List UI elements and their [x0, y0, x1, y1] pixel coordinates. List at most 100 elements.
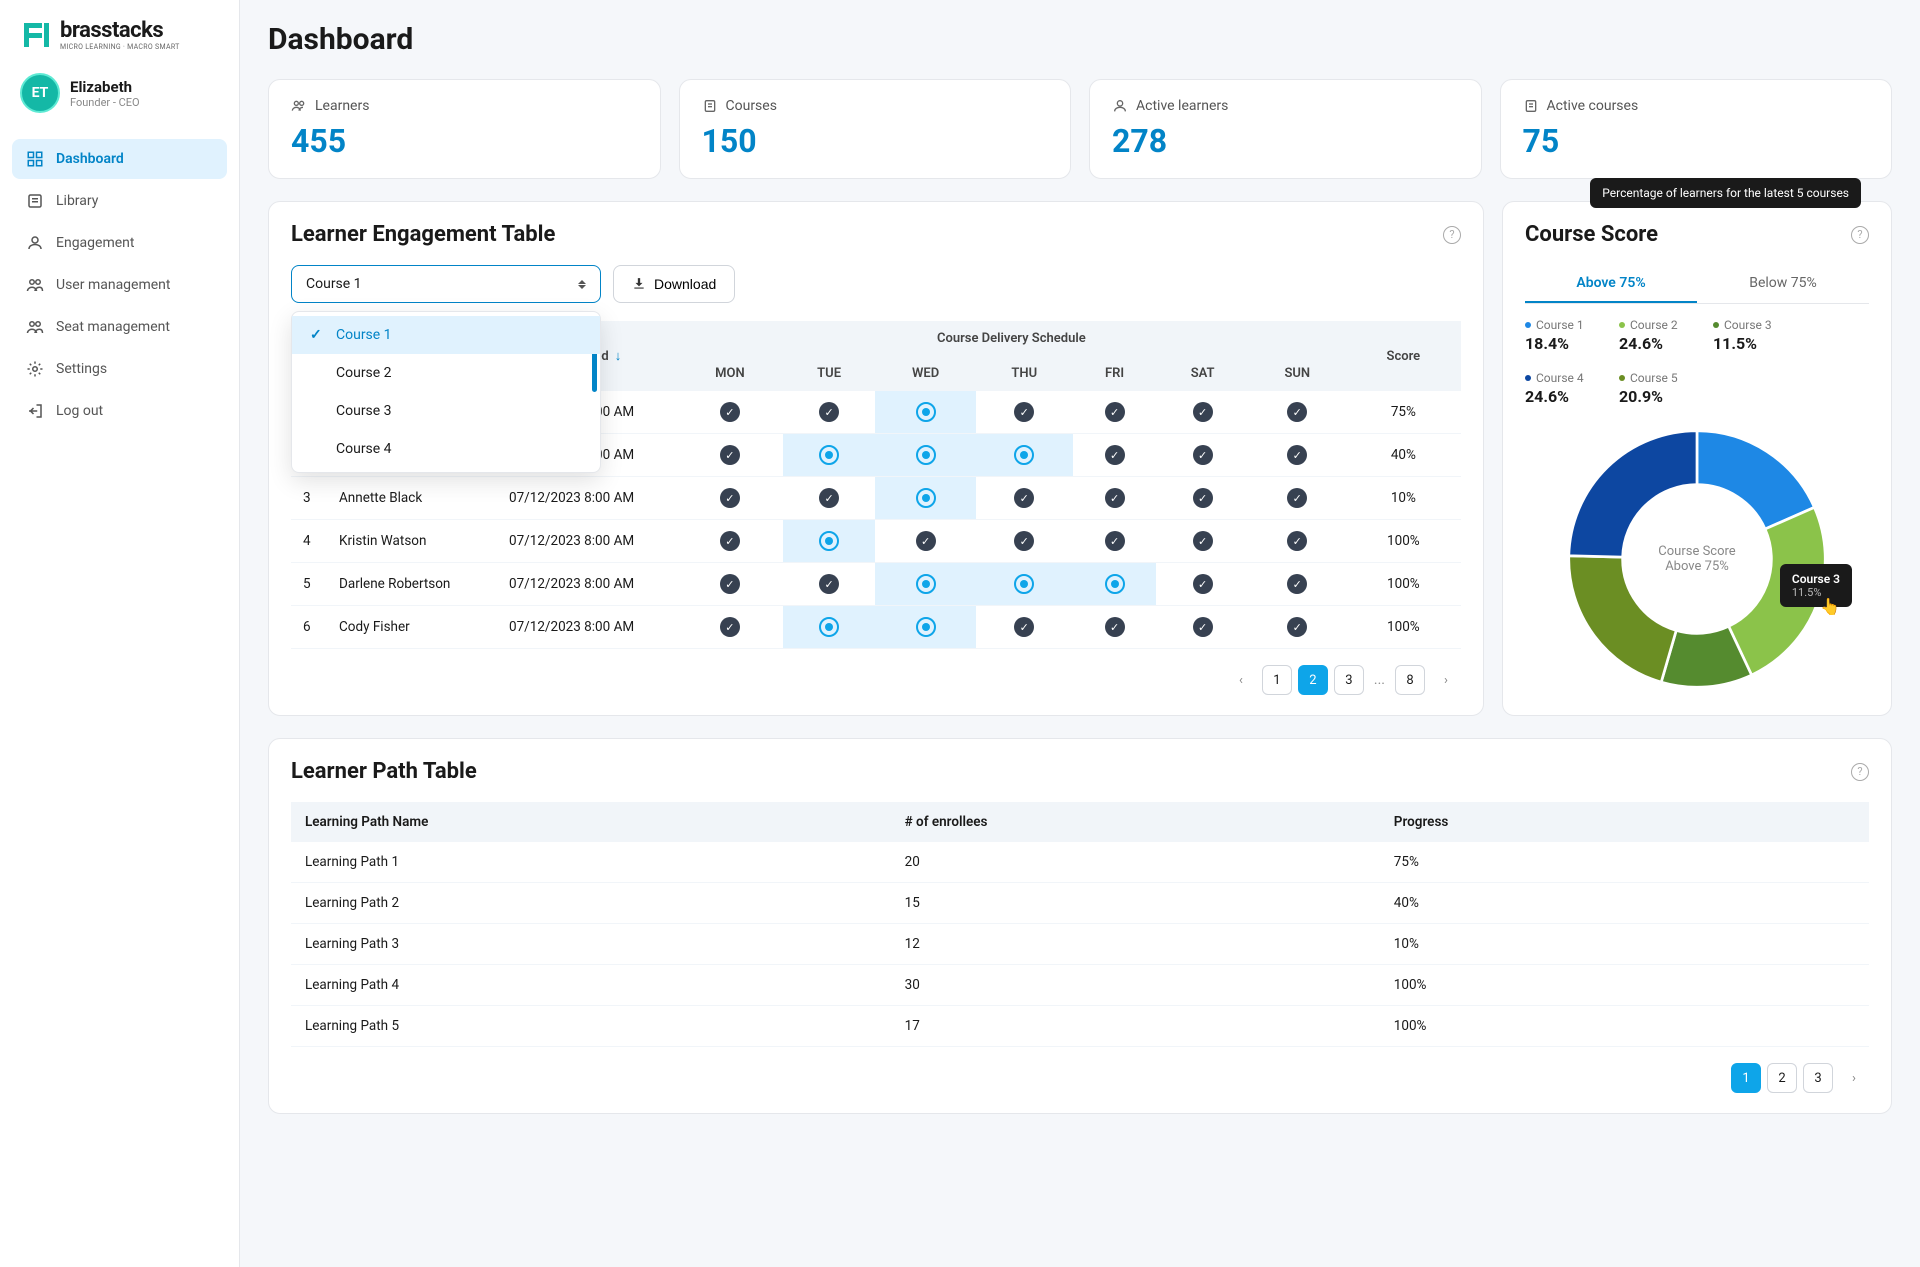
col-day: MON: [677, 356, 783, 391]
check-icon: ✓: [819, 488, 839, 508]
nav-item-engagement[interactable]: Engagement: [12, 223, 227, 263]
stat-card-learners: Learners455: [268, 79, 661, 179]
course-dropdown: Course 1Course 2Course 3Course 4: [291, 311, 601, 473]
select-value: Course 1: [306, 276, 362, 292]
check-icon: ✓: [1014, 617, 1034, 637]
page-next[interactable]: ›: [1431, 665, 1461, 695]
page-prev[interactable]: ‹: [1226, 665, 1256, 695]
donut-chart: Course Score Above 75% Course 3 11.5% 👆: [1562, 424, 1832, 694]
path-page-1[interactable]: 1: [1731, 1063, 1761, 1093]
col-day: FRI: [1073, 356, 1157, 391]
nav-icon: [26, 402, 44, 420]
donut-tooltip: Course 3 11.5%: [1780, 564, 1852, 607]
col-day: SUN: [1249, 356, 1346, 391]
dropdown-option[interactable]: Course 4: [292, 430, 600, 468]
nav-item-settings[interactable]: Settings: [12, 349, 227, 389]
check-icon: ✓: [1287, 402, 1307, 422]
brand-name: brasstacks: [60, 18, 180, 43]
stat-card-courses: Courses150: [679, 79, 1072, 179]
nav-icon: [26, 150, 44, 168]
check-icon: ✓: [1193, 445, 1213, 465]
nav-icon: [26, 318, 44, 336]
check-icon: ✓: [1105, 531, 1125, 551]
table-row: 4Kristin Watson07/12/2023 8:00 AM✓✓✓✓✓✓1…: [291, 520, 1461, 563]
col-day: WED: [875, 356, 975, 391]
stat-card-active-courses: Active courses75: [1500, 79, 1893, 179]
table-row: 5Darlene Robertson07/12/2023 8:00 AM✓✓✓✓…: [291, 563, 1461, 606]
table-row: Learning Path 21540%: [291, 883, 1869, 924]
nav-item-library[interactable]: Library: [12, 181, 227, 221]
stats-row: Learners455Courses150Active learners278A…: [268, 79, 1892, 179]
sidebar: brasstacks MICRO LEARNING · MACRO SMART …: [0, 0, 240, 1267]
table-row: Learning Path 430100%: [291, 965, 1869, 1006]
page-dots: ...: [1370, 672, 1389, 688]
page-title: Dashboard: [268, 22, 1892, 57]
nav-item-log-out[interactable]: Log out: [12, 391, 227, 431]
legend-item: Course 311.5%: [1713, 318, 1781, 353]
help-icon[interactable]: ?: [1851, 763, 1869, 781]
nav-item-user-management[interactable]: User management: [12, 265, 227, 305]
help-icon[interactable]: ?: [1443, 226, 1461, 244]
stat-icon: [702, 98, 718, 114]
col-day: SAT: [1156, 356, 1249, 391]
table-row: 6Cody Fisher07/12/2023 8:00 AM✓✓✓✓✓100%: [291, 606, 1461, 649]
check-icon: ✓: [819, 574, 839, 594]
page-1[interactable]: 1: [1262, 665, 1292, 695]
check-icon: ✓: [1287, 531, 1307, 551]
dropdown-option[interactable]: Course 2: [292, 354, 600, 392]
col-schedule: Course Delivery Schedule: [677, 321, 1346, 356]
page-2[interactable]: 2: [1298, 665, 1328, 695]
dropdown-option[interactable]: Course 1: [292, 316, 600, 354]
help-icon[interactable]: ?: [1851, 226, 1869, 244]
check-icon: ✓: [1287, 574, 1307, 594]
radio-icon: [1014, 445, 1034, 465]
col-day: TUE: [783, 356, 876, 391]
path-col-name: Learning Path Name: [291, 802, 891, 842]
path-page-next[interactable]: ›: [1839, 1063, 1869, 1093]
radio-icon: [1105, 574, 1125, 594]
path-col-progress: Progress: [1380, 802, 1869, 842]
course-score-title: Course Score: [1525, 222, 1658, 247]
table-row: Learning Path 31210%: [291, 924, 1869, 965]
check-icon: ✓: [1014, 402, 1034, 422]
path-page-3[interactable]: 3: [1803, 1063, 1833, 1093]
radio-icon: [819, 445, 839, 465]
nav-item-dashboard[interactable]: Dashboard: [12, 139, 227, 179]
radio-icon: [916, 445, 936, 465]
tab-below[interactable]: Below 75%: [1697, 265, 1869, 303]
main: Dashboard Learners455Courses150Active le…: [240, 0, 1920, 1267]
page-last[interactable]: 8: [1395, 665, 1425, 695]
check-icon: ✓: [1105, 445, 1125, 465]
download-button[interactable]: Download: [613, 265, 735, 303]
radio-icon: [916, 488, 936, 508]
logo: brasstacks MICRO LEARNING · MACRO SMART: [0, 18, 239, 73]
check-icon: ✓: [819, 402, 839, 422]
check-icon: ✓: [1193, 488, 1213, 508]
user-name: Elizabeth: [70, 78, 140, 96]
course-score-card: Percentage of learners for the latest 5 …: [1502, 201, 1892, 716]
tab-above[interactable]: Above 75%: [1525, 265, 1697, 303]
check-icon: ✓: [720, 617, 740, 637]
check-icon: ✓: [720, 574, 740, 594]
dropdown-option[interactable]: Course 3: [292, 392, 600, 430]
nav-icon: [26, 234, 44, 252]
path-page-2[interactable]: 2: [1767, 1063, 1797, 1093]
check-icon: ✓: [1193, 402, 1213, 422]
page-3[interactable]: 3: [1334, 665, 1364, 695]
check-icon: ✓: [1014, 488, 1034, 508]
course-select[interactable]: Course 1: [291, 265, 601, 303]
check-icon: ✓: [720, 531, 740, 551]
radio-icon: [916, 402, 936, 422]
check-icon: ✓: [1287, 488, 1307, 508]
nav-item-seat-management[interactable]: Seat management: [12, 307, 227, 347]
course-score-tooltip: Percentage of learners for the latest 5 …: [1590, 178, 1861, 208]
legend-item: Course 520.9%: [1619, 371, 1687, 406]
path-card: Learner Path Table ? Learning Path Name …: [268, 738, 1892, 1114]
check-icon: ✓: [1014, 531, 1034, 551]
table-row: Learning Path 517100%: [291, 1006, 1869, 1047]
radio-icon: [916, 617, 936, 637]
select-sort-icon: [578, 280, 586, 289]
user-block[interactable]: ET Elizabeth Founder - CEO: [0, 73, 239, 139]
check-icon: ✓: [1287, 445, 1307, 465]
path-table: Learning Path Name # of enrollees Progre…: [291, 802, 1869, 1047]
